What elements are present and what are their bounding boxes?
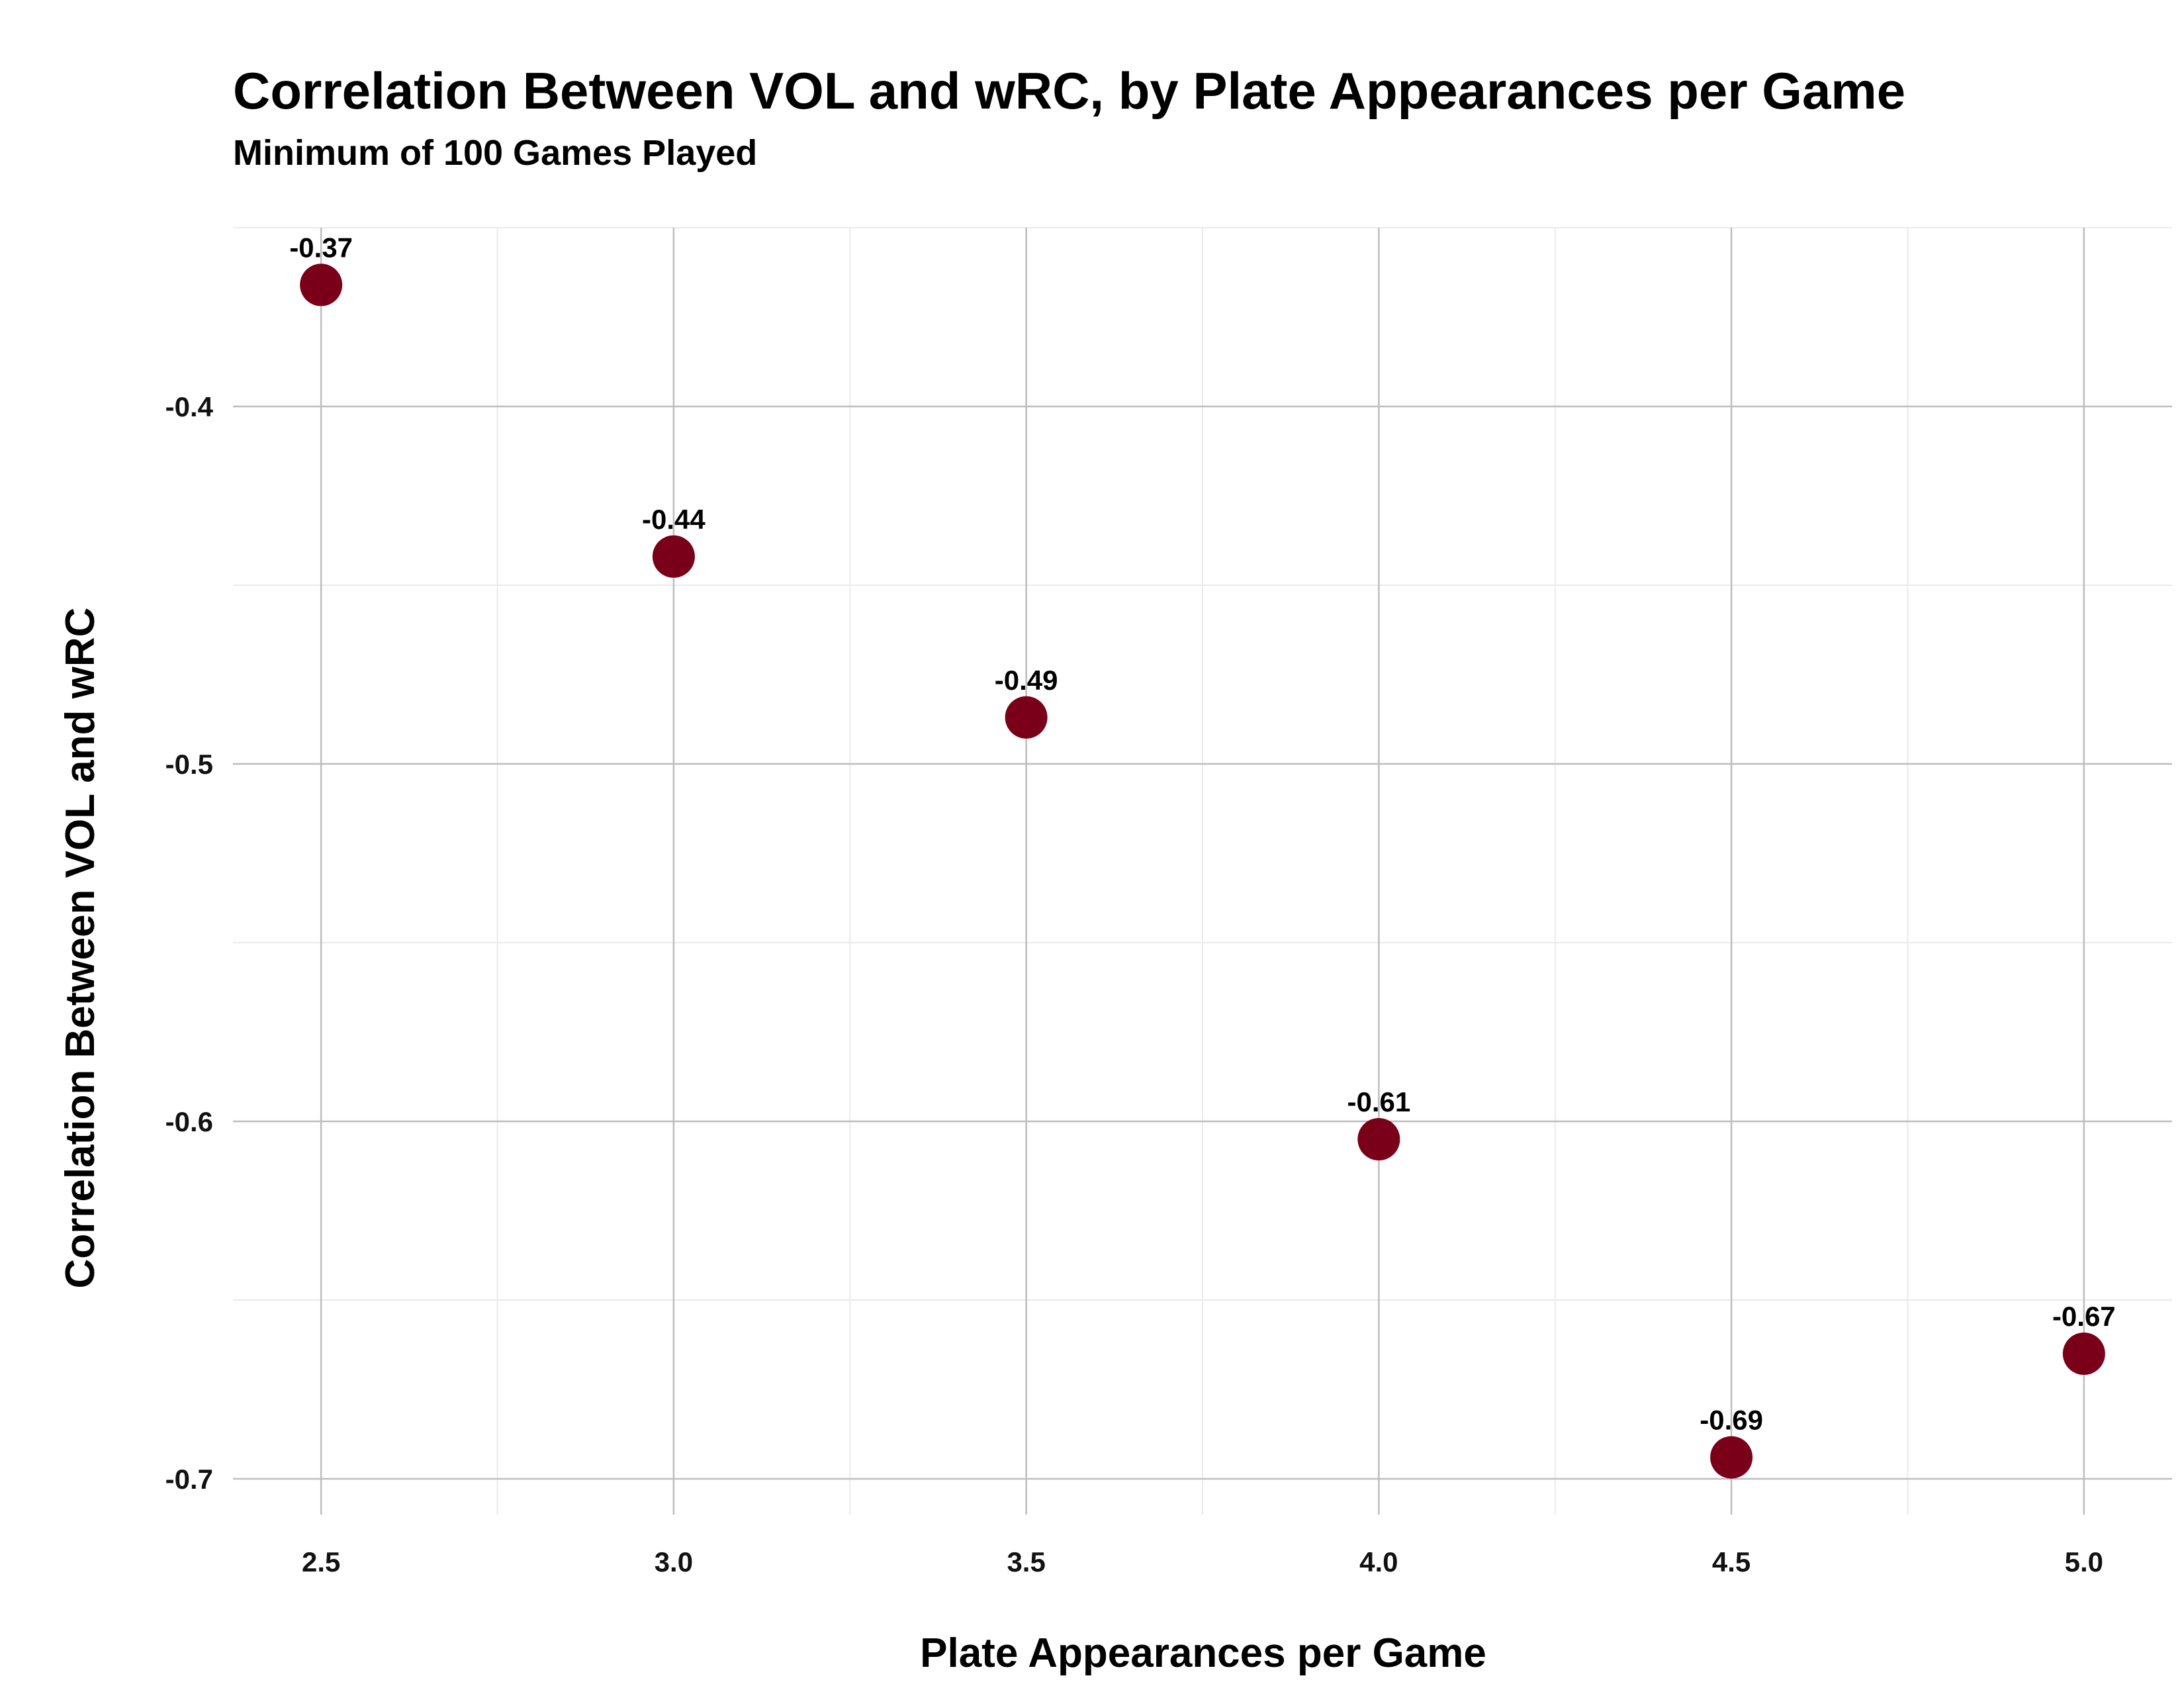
y-tick-label: -0.7 xyxy=(165,1464,213,1495)
x-tick-label: 3.0 xyxy=(655,1546,693,1577)
data-label: -0.67 xyxy=(2052,1301,2116,1332)
data-points xyxy=(300,263,2105,1479)
x-axis-title: Plate Appearances per Game xyxy=(920,1630,1486,1676)
x-tick-label: 2.5 xyxy=(302,1546,340,1577)
x-axis-ticks: 2.5 3.0 3.5 4.0 4.5 5.0 xyxy=(302,1546,2103,1577)
data-label: -0.61 xyxy=(1347,1086,1410,1117)
chart-subtitle: Minimum of 100 Games Played xyxy=(233,133,758,173)
y-tick-label: -0.6 xyxy=(165,1106,213,1137)
x-tick-label: 4.5 xyxy=(1712,1546,1751,1577)
chart-title: Correlation Between VOL and wRC, by Plat… xyxy=(233,62,1906,120)
data-labels: -0.37 -0.44 -0.49 -0.61 -0.69 -0.67 xyxy=(289,232,2115,1435)
y-tick-label: -0.5 xyxy=(165,749,213,780)
data-point xyxy=(2062,1333,2105,1375)
data-point xyxy=(1710,1436,1753,1479)
data-point xyxy=(1005,696,1048,739)
y-tick-label: -0.4 xyxy=(165,391,214,422)
y-axis-title: Correlation Between VOL and wRC xyxy=(58,608,103,1289)
data-point xyxy=(1357,1118,1400,1160)
data-label: -0.69 xyxy=(1700,1405,1763,1436)
grid xyxy=(233,227,2172,1515)
data-point xyxy=(300,263,343,306)
data-label: -0.44 xyxy=(642,504,705,535)
x-tick-label: 3.5 xyxy=(1007,1546,1045,1577)
data-point xyxy=(652,535,695,578)
data-label: -0.37 xyxy=(289,232,353,263)
data-label: -0.49 xyxy=(995,665,1058,696)
y-axis-ticks: -0.4 -0.5 -0.6 -0.7 xyxy=(165,391,214,1495)
x-tick-label: 5.0 xyxy=(2065,1546,2103,1577)
x-tick-label: 4.0 xyxy=(1359,1546,1398,1577)
